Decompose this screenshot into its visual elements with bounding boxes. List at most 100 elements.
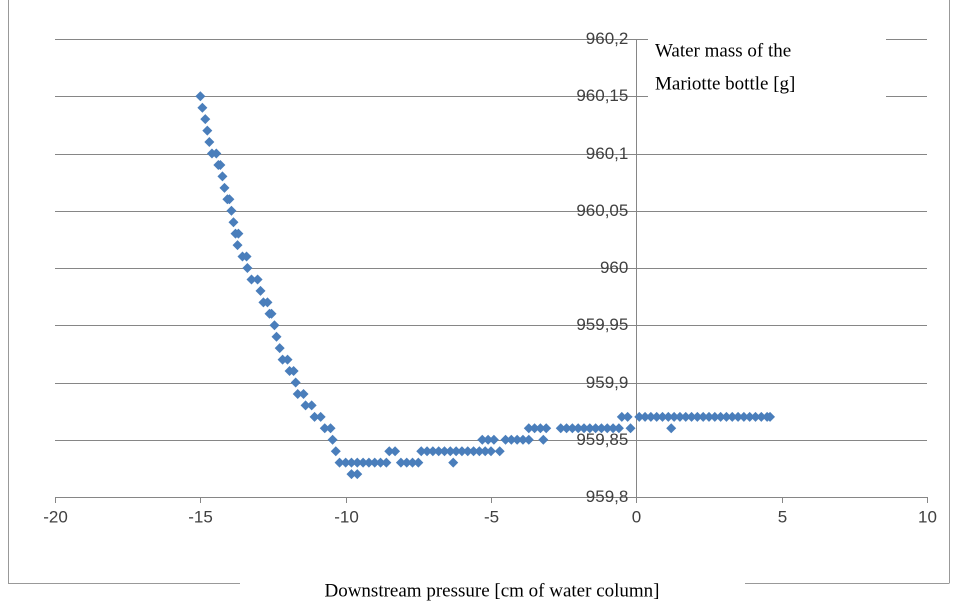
point	[555, 423, 566, 434]
point	[224, 194, 235, 205]
point	[622, 411, 633, 422]
point	[698, 411, 709, 422]
point	[369, 457, 380, 468]
point	[517, 434, 528, 445]
point	[721, 411, 732, 422]
x-tick-label: -15	[188, 507, 213, 526]
point	[456, 446, 467, 457]
point	[704, 411, 714, 422]
point	[381, 457, 392, 468]
point	[363, 457, 374, 468]
point	[657, 411, 668, 422]
point	[290, 377, 301, 388]
point	[602, 423, 613, 434]
point	[596, 423, 607, 434]
point	[269, 320, 280, 331]
point	[663, 411, 674, 422]
point	[204, 137, 215, 148]
point	[750, 411, 761, 422]
point	[282, 354, 293, 365]
point	[709, 411, 720, 422]
point	[756, 411, 767, 422]
y-axis-title: Water mass of the	[655, 40, 791, 61]
y-tick-label: 960,2	[586, 29, 629, 48]
point	[306, 400, 317, 411]
point	[422, 446, 433, 457]
point	[315, 411, 326, 422]
point	[579, 423, 590, 434]
point	[288, 366, 299, 377]
point	[262, 297, 273, 308]
point	[292, 388, 303, 399]
point	[407, 457, 418, 468]
point	[375, 457, 386, 468]
point	[523, 423, 534, 434]
point	[195, 91, 206, 102]
point	[645, 411, 656, 422]
point	[433, 446, 444, 457]
point	[401, 457, 412, 468]
point	[427, 446, 438, 457]
point	[538, 434, 549, 445]
point	[506, 434, 517, 445]
point	[226, 205, 237, 216]
point	[242, 263, 253, 273]
point	[480, 446, 491, 457]
point	[523, 434, 534, 445]
point	[413, 457, 424, 468]
y-tick-label: 959,9	[586, 373, 629, 392]
point	[358, 457, 369, 468]
point	[765, 411, 776, 422]
point	[715, 411, 726, 422]
point	[395, 457, 406, 468]
point	[462, 446, 473, 457]
x-axis-title: Downstream pressure [cm of water column]	[324, 580, 659, 601]
point	[686, 411, 697, 422]
point	[692, 411, 703, 422]
point	[477, 434, 488, 445]
point	[300, 400, 311, 411]
point	[488, 434, 499, 445]
x-tick-label: -20	[43, 507, 68, 526]
point	[634, 411, 645, 422]
point	[448, 457, 459, 468]
point	[384, 446, 395, 457]
point	[584, 423, 595, 434]
point	[573, 423, 584, 434]
point	[439, 446, 450, 457]
point	[325, 423, 336, 434]
point	[733, 411, 744, 422]
y-tick-label: 960,15	[576, 86, 628, 105]
point	[330, 446, 341, 457]
point	[346, 469, 357, 480]
y-tick-label: 960	[600, 258, 628, 277]
point	[474, 446, 485, 457]
point	[640, 411, 651, 422]
point	[680, 411, 691, 422]
point	[327, 434, 338, 445]
point	[271, 331, 282, 342]
x-tick-label: 10	[918, 507, 937, 526]
point	[613, 423, 624, 434]
y-tick-label: 959,85	[576, 430, 628, 449]
point	[233, 228, 244, 239]
point	[744, 411, 755, 422]
point	[590, 423, 601, 434]
grid	[55, 39, 928, 503]
point	[567, 423, 578, 434]
y-tick-label: 960,1	[586, 144, 629, 163]
point	[651, 411, 662, 422]
point	[200, 114, 211, 125]
point	[217, 171, 228, 182]
x-tick-label: 0	[632, 507, 641, 526]
point	[211, 148, 222, 159]
point	[228, 217, 239, 228]
point	[416, 446, 427, 457]
point	[674, 411, 685, 422]
point	[298, 388, 309, 399]
point	[334, 457, 345, 468]
point	[608, 423, 619, 434]
point	[215, 159, 226, 170]
point	[738, 411, 749, 422]
